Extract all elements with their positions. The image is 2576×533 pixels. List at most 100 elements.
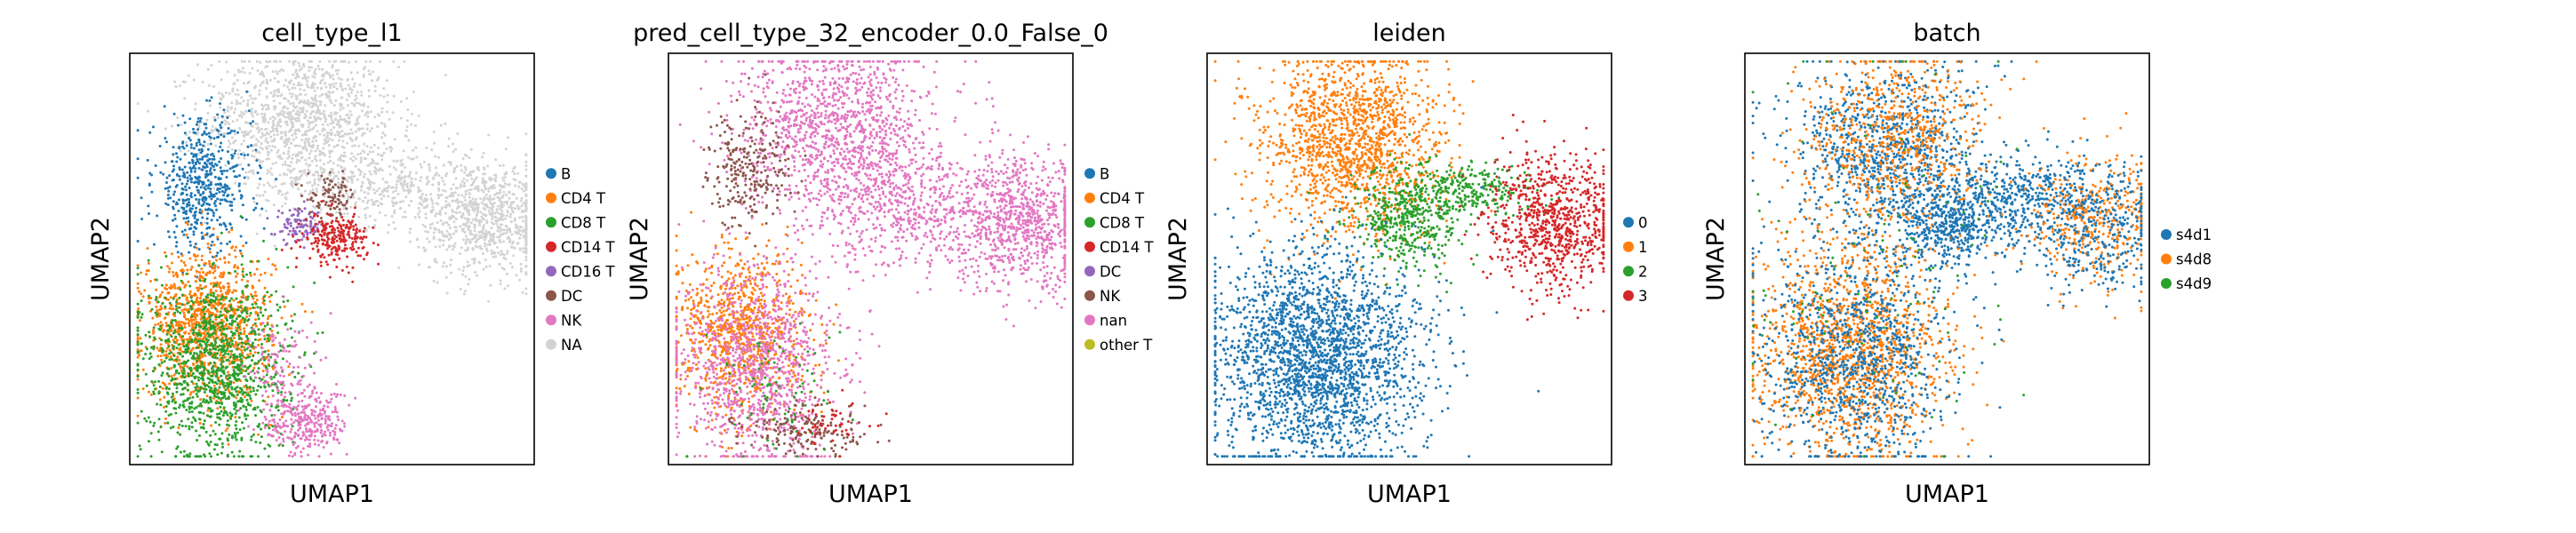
data-point (209, 282, 212, 285)
data-point (178, 146, 181, 149)
data-point (170, 283, 173, 287)
data-point (386, 93, 389, 97)
data-point (230, 156, 234, 160)
data-point (213, 175, 217, 179)
data-point (378, 211, 381, 214)
data-point (158, 386, 162, 388)
data-point (306, 80, 309, 83)
data-point (220, 78, 223, 82)
data-point (300, 170, 304, 173)
data-point (165, 140, 168, 144)
data-point (351, 266, 355, 269)
data-point (180, 230, 184, 234)
data-point (197, 148, 201, 152)
data-point (298, 239, 301, 242)
data-point (227, 162, 230, 165)
data-point (445, 229, 449, 233)
data-point (183, 172, 186, 176)
data-point (337, 76, 340, 80)
data-point (324, 188, 327, 192)
data-point (293, 86, 297, 90)
data-point (187, 340, 190, 344)
data-point (337, 220, 340, 224)
data-point (338, 237, 341, 240)
data-point (502, 240, 505, 243)
data-point (234, 149, 237, 153)
data-point (254, 312, 258, 315)
data-point (410, 199, 413, 203)
data-point (308, 60, 311, 63)
data-point (194, 259, 197, 262)
data-point (321, 224, 324, 227)
data-point (230, 228, 234, 232)
data-point (313, 214, 316, 218)
data-point (182, 147, 186, 150)
data-point (140, 292, 143, 296)
data-point (328, 99, 332, 102)
data-point (250, 154, 253, 157)
data-point (339, 108, 342, 111)
data-point (360, 241, 364, 244)
data-point (318, 99, 322, 103)
data-point (492, 197, 496, 201)
data-point (276, 127, 278, 131)
data-point (285, 173, 289, 176)
data-point (336, 130, 340, 133)
data-point (180, 182, 184, 186)
data-point (400, 163, 404, 167)
data-point (173, 294, 177, 298)
data-point (271, 70, 275, 74)
data-point (299, 225, 301, 228)
data-point (325, 140, 328, 144)
data-point (164, 283, 168, 287)
data-point (284, 226, 288, 229)
data-point (343, 60, 347, 63)
data-point (309, 121, 313, 124)
data-point (196, 120, 199, 123)
data-point (350, 101, 354, 105)
data-point (422, 160, 426, 163)
data-point (483, 168, 486, 171)
data-point (403, 189, 406, 193)
data-point (258, 89, 261, 92)
data-point (200, 210, 204, 213)
data-point (524, 164, 528, 167)
data-point (243, 332, 246, 336)
data-point (337, 68, 340, 72)
data-point (233, 175, 236, 179)
data-point (354, 206, 356, 210)
data-point (313, 157, 316, 161)
data-point (188, 197, 190, 201)
data-point (240, 142, 244, 146)
data-point (203, 140, 206, 144)
data-point (205, 296, 209, 299)
data-point (338, 131, 341, 134)
data-point (332, 162, 335, 165)
data-point (459, 186, 462, 189)
data-point (172, 200, 175, 203)
data-point (259, 72, 262, 76)
data-point (168, 266, 172, 270)
data-point (248, 60, 251, 63)
data-point (276, 215, 280, 219)
data-point (325, 242, 329, 245)
data-point (240, 96, 244, 99)
data-point (358, 169, 362, 172)
data-point (350, 175, 354, 179)
data-point (305, 109, 308, 113)
data-point (324, 92, 328, 96)
data-point (261, 147, 264, 151)
data-point (326, 177, 329, 180)
data-point (468, 156, 471, 160)
data-point (371, 70, 374, 74)
data-point (305, 147, 308, 151)
data-point (284, 202, 287, 205)
data-point (464, 190, 468, 194)
data-point (510, 209, 514, 212)
data-point (206, 243, 210, 245)
data-point (474, 207, 477, 211)
data-point (181, 342, 184, 346)
data-point (264, 424, 268, 427)
data-point (503, 172, 507, 176)
data-point (489, 283, 492, 287)
